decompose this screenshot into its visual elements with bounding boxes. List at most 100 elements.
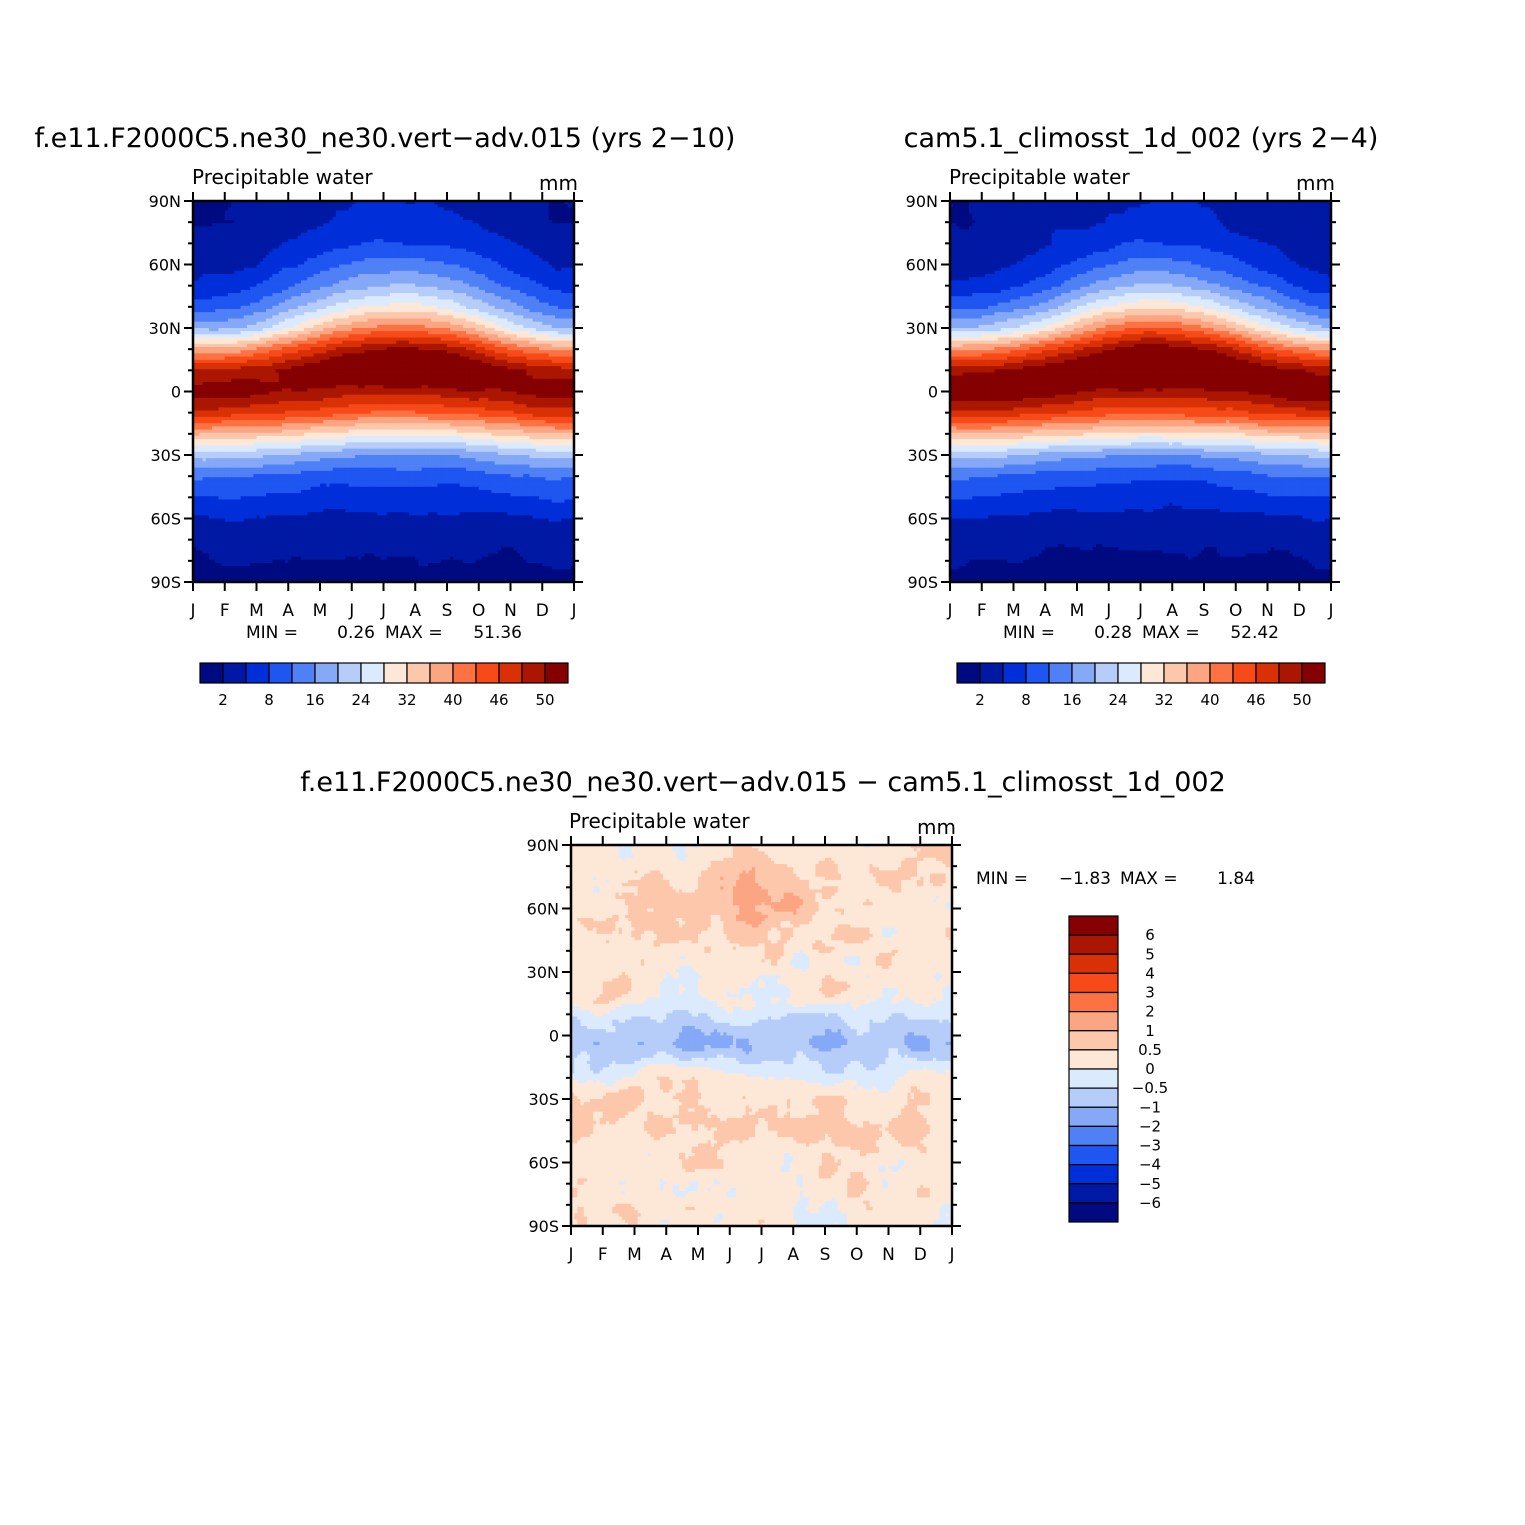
- heatmap-cell: [304, 204, 308, 208]
- heatmap-cell: [472, 286, 476, 291]
- heatmap-cell: [297, 283, 302, 288]
- heatmap-cell: [231, 204, 235, 208]
- heatmap-cell: [221, 296, 226, 300]
- heatmap-cell: [275, 318, 280, 323]
- heatmap-cell: [440, 305, 445, 310]
- heatmap-cell: [421, 283, 426, 288]
- heatmap-cell: [291, 318, 295, 323]
- heatmap-cell: [500, 251, 505, 256]
- heatmap-cell: [275, 308, 280, 313]
- heatmap-cell: [554, 283, 559, 288]
- heatmap-cell: [358, 220, 362, 224]
- heatmap-cell: [520, 223, 524, 227]
- heatmap-cell: [310, 223, 315, 227]
- heatmap-cell: [548, 308, 553, 313]
- heatmap-cell: [358, 226, 362, 230]
- heatmap-cell: [443, 267, 448, 272]
- heatmap-cell: [316, 258, 321, 262]
- heatmap-cell: [202, 324, 207, 329]
- heatmap-cell: [520, 254, 524, 259]
- heatmap-cell: [339, 264, 343, 269]
- heatmap-cell: [500, 235, 505, 240]
- heatmap-cell: [266, 245, 270, 250]
- heatmap-cell: [364, 305, 369, 310]
- heatmap-cell: [567, 251, 572, 256]
- heatmap-cell: [497, 207, 502, 211]
- heatmap-cell: [504, 229, 508, 234]
- heatmap-cell: [259, 258, 264, 262]
- heatmap-cell: [373, 235, 378, 240]
- heatmap-cell: [440, 207, 445, 211]
- heatmap-cell: [224, 258, 229, 262]
- heatmap-cell: [516, 213, 521, 218]
- heatmap-cell: [561, 226, 565, 230]
- heatmap-cell: [447, 274, 451, 278]
- heatmap-cell: [345, 220, 349, 224]
- heatmap-cell: [380, 308, 384, 313]
- heatmap-cell: [386, 299, 391, 303]
- heatmap-cell: [485, 308, 489, 313]
- heatmap-cell: [418, 305, 422, 310]
- heatmap-cell: [478, 223, 483, 227]
- heatmap-cell: [386, 258, 391, 262]
- heatmap-cell: [497, 204, 502, 208]
- heatmap-cell: [250, 235, 254, 240]
- heatmap-cell: [281, 296, 286, 300]
- heatmap-cell: [316, 264, 321, 269]
- heatmap-cell: [212, 277, 216, 281]
- heatmap-cell: [250, 286, 254, 291]
- heatmap-cell: [507, 280, 511, 284]
- heatmap-cell: [227, 207, 232, 211]
- heatmap-cell: [539, 254, 543, 259]
- heatmap-cell: [421, 213, 426, 218]
- heatmap-cell: [507, 299, 511, 303]
- heatmap-cell: [396, 270, 400, 275]
- heatmap-cell: [431, 312, 435, 316]
- heatmap-cell: [421, 251, 426, 256]
- heatmap-cell: [431, 280, 435, 284]
- heatmap-cell: [377, 223, 381, 227]
- heatmap-cell: [193, 331, 197, 335]
- heatmap-cell: [199, 248, 203, 253]
- heatmap-cell: [402, 254, 407, 259]
- heatmap-cell: [367, 210, 372, 215]
- heatmap-cell: [323, 258, 327, 262]
- heatmap-cell: [427, 315, 432, 319]
- heatmap-cell: [510, 308, 515, 313]
- heatmap-cell: [240, 204, 245, 208]
- heatmap-cell: [339, 274, 343, 278]
- heatmap-cell: [408, 216, 413, 221]
- heatmap-cell: [269, 254, 273, 259]
- heatmap-cell: [380, 274, 384, 278]
- heatmap-cell: [208, 328, 213, 332]
- heatmap-cell: [481, 321, 486, 326]
- heatmap-cell: [551, 204, 556, 208]
- heatmap-cell: [205, 204, 210, 208]
- heatmap-cell: [437, 223, 442, 227]
- heatmap-cell: [561, 254, 565, 259]
- heatmap-cell: [570, 220, 575, 224]
- heatmap-cell: [205, 229, 210, 234]
- heatmap-cell: [561, 296, 565, 300]
- heatmap-cell: [234, 331, 238, 335]
- heatmap-cell: [481, 286, 486, 291]
- heatmap-cell: [386, 223, 391, 227]
- heatmap-cell: [246, 302, 251, 307]
- heatmap-cell: [513, 213, 518, 218]
- heatmap-cell: [196, 258, 200, 262]
- heatmap-cell: [199, 264, 203, 269]
- heatmap-cell: [427, 216, 432, 221]
- heatmap-cell: [504, 267, 508, 272]
- heatmap-cell: [339, 201, 343, 205]
- heatmap-cell: [554, 235, 559, 240]
- heatmap-cell: [300, 280, 305, 284]
- heatmap-cell: [386, 245, 391, 250]
- heatmap-cell: [437, 324, 442, 329]
- heatmap-cell: [281, 207, 286, 211]
- heatmap-cell: [558, 296, 562, 300]
- heatmap-cell: [300, 258, 305, 262]
- heatmap-cell: [431, 258, 435, 262]
- heatmap-cell: [364, 201, 369, 205]
- heatmap-cell: [421, 261, 426, 265]
- heatmap-cell: [291, 223, 295, 227]
